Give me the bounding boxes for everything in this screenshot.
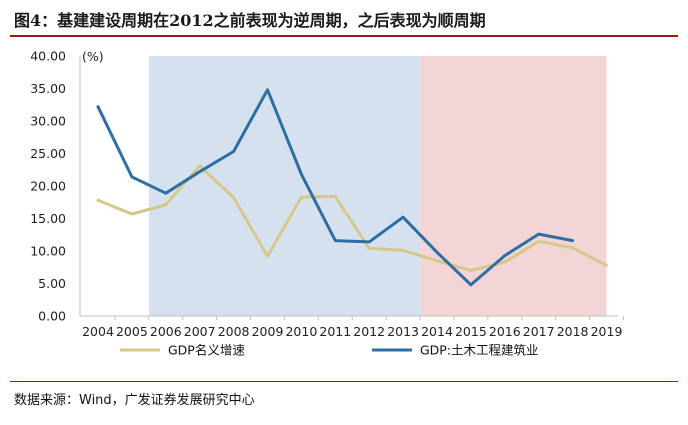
- chart-title: 图4：基建建设周期在2012之前表现为逆周期，之后表现为顺周期: [14, 11, 486, 30]
- y-tick-label: 5.00: [38, 276, 66, 291]
- x-tick-label: 2013: [387, 324, 419, 339]
- y-axis-unit: (%): [82, 49, 104, 64]
- title-divider: [10, 35, 678, 37]
- x-tick-label: 2015: [455, 324, 487, 339]
- series-line-0: [96, 164, 608, 272]
- x-tick-label: 2014: [421, 324, 453, 339]
- band-1: [420, 56, 607, 316]
- source-divider: [10, 381, 678, 382]
- x-tick-label: 2019: [591, 324, 623, 339]
- chart-axes: [79, 56, 618, 317]
- y-tick-label: 35.00: [30, 81, 66, 96]
- y-tick-label: 0.00: [38, 309, 66, 324]
- series-line-1: [96, 88, 575, 287]
- x-tick-label: 2017: [523, 324, 555, 339]
- y-axis-ticks: 0.00 5.00 10.00 15.00 20.00 25.00 30.00 35.00 40…: [30, 49, 66, 324]
- chart-legend: GDP名义增速 GDP:土木工程建筑业: [120, 343, 539, 358]
- period-bands: [148, 56, 607, 316]
- y-tick-label: 15.00: [30, 211, 66, 226]
- series-lines: [96, 88, 608, 287]
- x-tick-label: 2012: [353, 324, 385, 339]
- x-tick-label: 2009: [252, 324, 284, 339]
- line-chart: 0.00 5.00 10.00 15.00 20.00 25.00 30.00 35.00 40…: [30, 49, 624, 358]
- legend-label-0: GDP名义增速: [168, 343, 245, 358]
- legend-label-1: GDP:土木工程建筑业: [420, 343, 539, 358]
- y-tick-label: 25.00: [30, 146, 66, 161]
- x-tick-label: 2011: [319, 324, 351, 339]
- x-axis-ticks: 2004 2005 2006 2007 2008 2009 2010 2011 2012 2013…: [82, 316, 624, 339]
- y-tick-label: 10.00: [30, 244, 66, 259]
- x-tick-label: 2005: [116, 324, 148, 339]
- y-tick-label: 40.00: [30, 49, 66, 64]
- x-tick-label: 2008: [218, 324, 250, 339]
- x-tick-label: 2006: [150, 324, 182, 339]
- x-tick-label: 2016: [489, 324, 521, 339]
- x-tick-label: 2004: [82, 324, 114, 339]
- x-tick-label: 2007: [184, 324, 216, 339]
- band-0: [148, 56, 421, 316]
- y-tick-label: 30.00: [30, 114, 66, 129]
- y-tick-label: 20.00: [30, 179, 66, 194]
- x-tick-label: 2018: [557, 324, 589, 339]
- x-tick-label: 2010: [285, 324, 317, 339]
- source-note: 数据来源：Wind，广发证券发展研究中心: [14, 393, 255, 408]
